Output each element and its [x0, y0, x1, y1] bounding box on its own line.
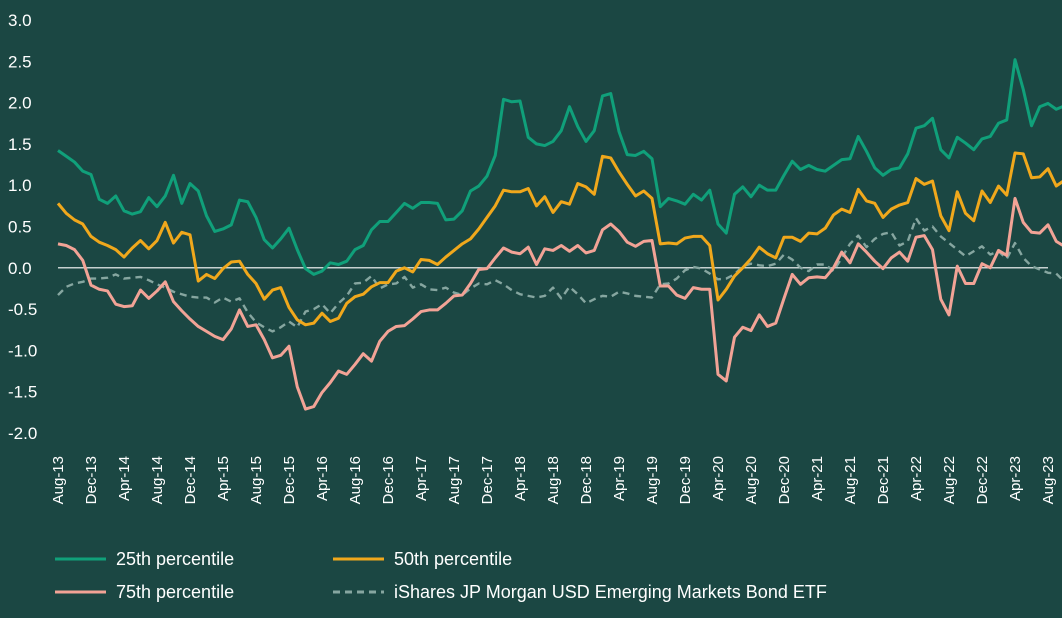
x-tick-label: Aug-21	[842, 456, 859, 504]
y-tick-label: -1.0	[8, 341, 37, 360]
x-tick-label: Aug-15	[248, 456, 265, 504]
x-tick-label: Dec-19	[677, 456, 694, 504]
x-tick-label: Apr-22	[908, 456, 925, 501]
y-axis: 3.0 2.5 2.0 1.5 1.0 0.5 0.0 -0.5 -1.0 -1.5 -2.0	[8, 11, 37, 443]
x-tick-label: Aug-14	[149, 456, 166, 504]
x-tick-label: Aug-23	[1040, 456, 1057, 504]
legend: 25th percentile 50th percentile 75th per…	[55, 549, 827, 602]
x-tick-label: Aug-16	[347, 456, 364, 504]
x-tick-label: Aug-22	[941, 456, 958, 504]
x-tick-label: Dec-15	[281, 456, 298, 504]
y-tick-label: -2.0	[8, 424, 37, 443]
legend-item-25th: 25th percentile	[55, 549, 234, 569]
series-75th-percentile-line	[57, 196, 1062, 411]
x-tick-label: Dec-21	[875, 456, 892, 504]
x-tick-label: Dec-16	[380, 456, 397, 504]
x-tick-label: Apr-17	[413, 456, 430, 501]
y-tick-label: 1.0	[8, 176, 32, 195]
y-tick-label: -0.5	[8, 300, 37, 319]
y-tick-label: 3.0	[8, 11, 32, 30]
legend-item-75th: 75th percentile	[55, 582, 234, 602]
series-etf-line	[57, 217, 1062, 333]
x-tick-label: Apr-16	[314, 456, 331, 501]
x-tick-label: Dec-18	[578, 456, 595, 504]
x-tick-label: Apr-18	[512, 456, 529, 501]
x-tick-label: Aug-17	[446, 456, 463, 504]
legend-label-25th: 25th percentile	[116, 549, 234, 569]
y-tick-label: 0.5	[8, 218, 32, 237]
y-tick-label: -1.5	[8, 383, 37, 402]
series-25th-percentile-line	[57, 58, 1062, 276]
x-tick-label: Apr-23	[1007, 456, 1024, 501]
x-tick-label: Aug-19	[644, 456, 661, 504]
x-tick-label: Aug-13	[50, 456, 67, 504]
y-tick-label: 1.5	[8, 135, 32, 154]
x-tick-label: Dec-22	[974, 456, 991, 504]
legend-label-50th: 50th percentile	[394, 549, 512, 569]
x-tick-label: Dec-13	[83, 456, 100, 504]
x-tick-label: Aug-18	[545, 456, 562, 504]
y-tick-label: 2.5	[8, 52, 32, 71]
x-tick-label: Apr-14	[116, 456, 133, 501]
x-tick-label: Apr-15	[215, 456, 232, 501]
x-tick-label: Dec-17	[479, 456, 496, 504]
legend-label-75th: 75th percentile	[116, 582, 234, 602]
legend-item-50th: 50th percentile	[333, 549, 512, 569]
series-lines	[56, 58, 1062, 411]
x-tick-label: Apr-19	[611, 456, 628, 501]
x-axis: Aug-13 Dec-13 Apr-14 Aug-14 Dec-14 Apr-15 Aug-…	[50, 456, 1057, 504]
x-tick-label: Dec-14	[182, 456, 199, 504]
x-tick-label: Aug-20	[743, 456, 760, 504]
x-tick-label: Dec-20	[776, 456, 793, 504]
y-tick-label: 2.0	[8, 94, 32, 113]
x-tick-label: Apr-20	[710, 456, 727, 501]
y-tick-label: 0.0	[8, 259, 32, 278]
legend-label-etf: iShares JP Morgan USD Emerging Markets B…	[394, 582, 827, 602]
series-50th-percentile-line	[56, 151, 1062, 327]
legend-item-etf: iShares JP Morgan USD Emerging Markets B…	[333, 582, 827, 602]
x-tick-label: Apr-21	[809, 456, 826, 501]
